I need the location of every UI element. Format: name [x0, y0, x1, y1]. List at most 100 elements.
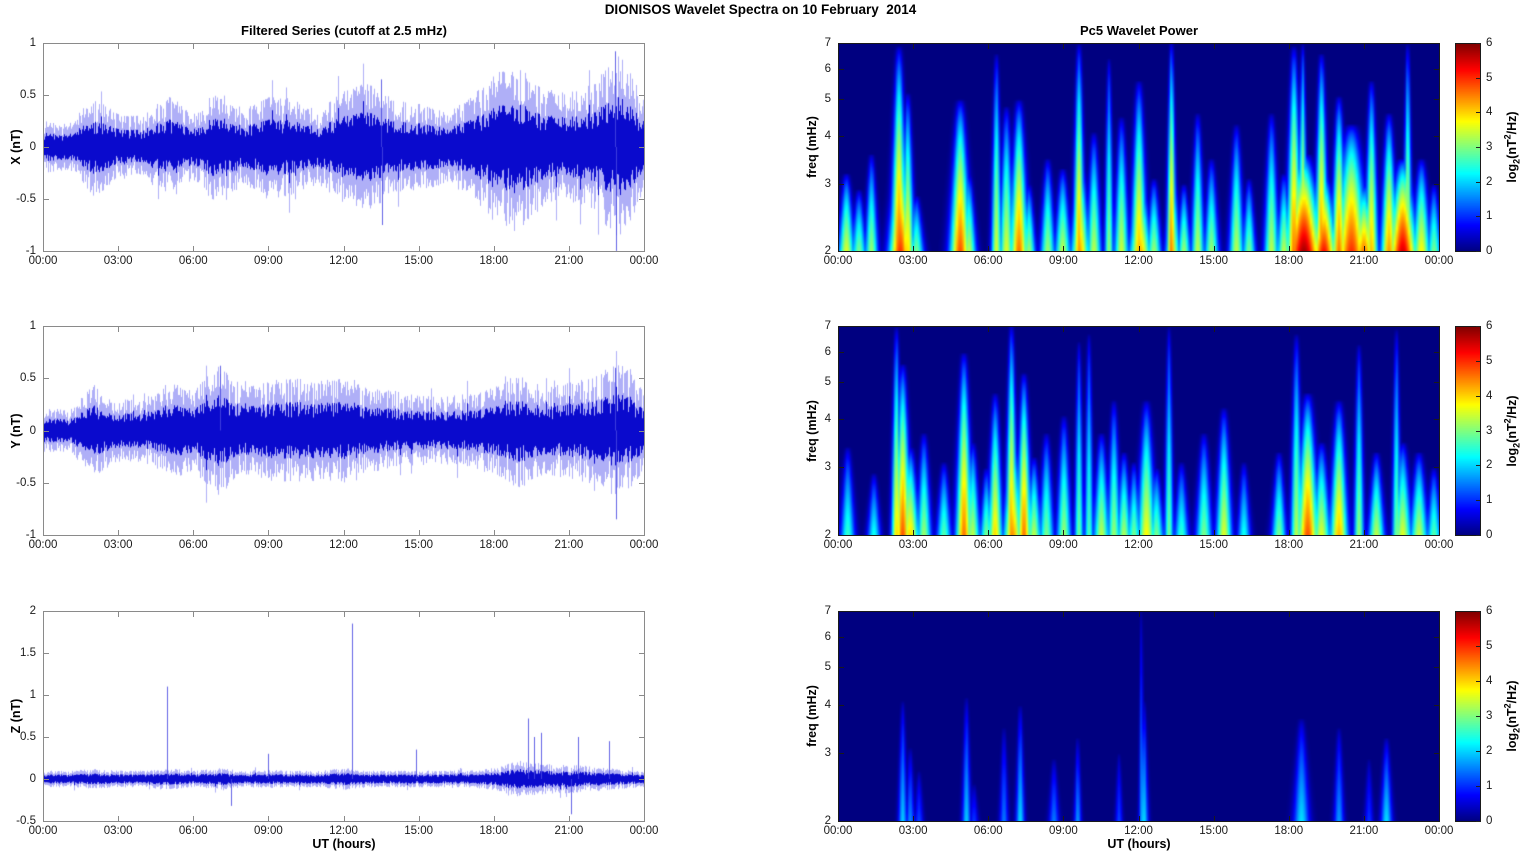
tick-mark [639, 535, 644, 536]
tick-mark [839, 135, 844, 137]
tick-mark [1138, 246, 1140, 251]
tick-mark [1288, 612, 1290, 617]
tick-mark [913, 246, 915, 251]
tick-mark [1288, 246, 1290, 251]
tick-mark [639, 199, 644, 200]
tick-mark [1288, 44, 1290, 49]
tick-mark [1063, 327, 1065, 332]
tick-mark [1288, 530, 1290, 535]
x-tick-label: 18:00 [1274, 825, 1304, 837]
tick-mark [418, 612, 420, 617]
tick-mark [1439, 816, 1440, 821]
tick-mark [118, 816, 120, 821]
x-tick-label: 15:00 [404, 539, 434, 551]
tick-mark [639, 43, 644, 44]
y-tick-label: -0.5 [16, 815, 36, 827]
x-tick-label: 06:00 [178, 255, 208, 267]
x-wavelet-ylabel: freq (mHz) [805, 116, 819, 178]
tick-mark [1363, 246, 1365, 251]
tick-mark [644, 612, 645, 617]
colorbar-tick-label: 5 [1486, 354, 1493, 367]
tick-mark [838, 44, 839, 49]
x-tick-label: 09:00 [253, 255, 283, 267]
tick-mark [1138, 327, 1140, 332]
colorbar-label-sub: 2 [1511, 158, 1521, 164]
tick-mark [839, 419, 844, 421]
freq-tick-label: 5 [824, 661, 831, 674]
freq-tick-label: 6 [824, 62, 831, 75]
tick-mark [418, 44, 420, 49]
x-tick-label: 03:00 [103, 539, 133, 551]
tick-mark [1434, 704, 1439, 706]
tick-mark [839, 98, 844, 100]
tick-mark [44, 199, 49, 200]
tick-mark [1476, 716, 1480, 717]
colorbar-tick-label: 2 [1486, 175, 1493, 188]
tick-mark [1434, 326, 1439, 327]
x-tick-label: 15:00 [1199, 255, 1229, 267]
tick-mark [43, 530, 44, 535]
y-wavelet-spectrogram [838, 326, 1440, 536]
x-tick-label: 06:00 [973, 255, 1003, 267]
tick-mark [1138, 612, 1140, 617]
x-tick-label: 21:00 [1349, 255, 1379, 267]
tick-mark [493, 530, 495, 535]
tick-mark [1434, 535, 1439, 536]
freq-tick-label: 5 [824, 92, 831, 105]
colorbar-label-text: (nT [1504, 423, 1519, 443]
colorbar-tick-label: 2 [1486, 745, 1493, 757]
freq-tick-label: 5 [824, 376, 831, 389]
tick-mark [1476, 611, 1480, 612]
colorbar-label-text: log [1504, 163, 1519, 183]
tick-mark [1434, 382, 1439, 384]
tick-mark [44, 430, 49, 432]
freq-tick-label: 4 [824, 413, 831, 426]
y-series-plot [43, 326, 645, 536]
tick-mark [118, 246, 120, 251]
tick-mark [839, 636, 844, 638]
z-series-plot [43, 611, 645, 822]
tick-mark [193, 612, 195, 617]
tick-mark [1476, 251, 1480, 252]
freq-tick-label: 3 [824, 461, 831, 474]
freq-tick-label: 4 [824, 129, 831, 142]
colorbar-tick-label: 5 [1486, 640, 1493, 652]
tick-mark [838, 612, 839, 617]
x-tick-label: 21:00 [1349, 539, 1379, 551]
tick-mark [988, 246, 990, 251]
y-tick-label: 0 [29, 141, 36, 153]
y-tick-label: 0.5 [20, 89, 36, 101]
x-tick-label: 00:00 [823, 255, 853, 267]
tick-mark [839, 183, 844, 185]
tick-mark [639, 251, 644, 252]
freq-tick-label: 7 [824, 605, 831, 617]
tick-mark [839, 326, 844, 327]
tick-mark [838, 327, 839, 332]
tick-mark [43, 44, 44, 49]
tick-mark [1213, 530, 1215, 535]
tick-mark [988, 612, 990, 617]
x-tick-label: 18:00 [479, 255, 509, 267]
tick-mark [568, 816, 570, 821]
tick-mark [988, 327, 990, 332]
tick-mark [44, 821, 49, 822]
tick-mark [1138, 530, 1140, 535]
x-tick-label: 00:00 [28, 255, 58, 267]
colorbar-label-sup: 2 [1502, 418, 1513, 424]
tick-mark [1434, 467, 1439, 469]
tick-mark [193, 816, 195, 821]
x-tick-label: 09:00 [253, 539, 283, 551]
tick-mark [44, 695, 49, 696]
tick-mark [639, 95, 644, 96]
x-tick-label: 06:00 [178, 539, 208, 551]
tick-mark [839, 535, 844, 536]
freq-tick-label: 2 [824, 815, 831, 827]
tick-mark [839, 43, 844, 44]
y-tick-label: 0 [29, 773, 36, 785]
tick-mark [418, 530, 420, 535]
colorbar-label-text: /Hz) [1504, 111, 1519, 135]
tick-mark [44, 43, 49, 44]
tick-mark [193, 327, 195, 332]
tick-mark [1476, 326, 1480, 327]
tick-mark [44, 95, 49, 96]
